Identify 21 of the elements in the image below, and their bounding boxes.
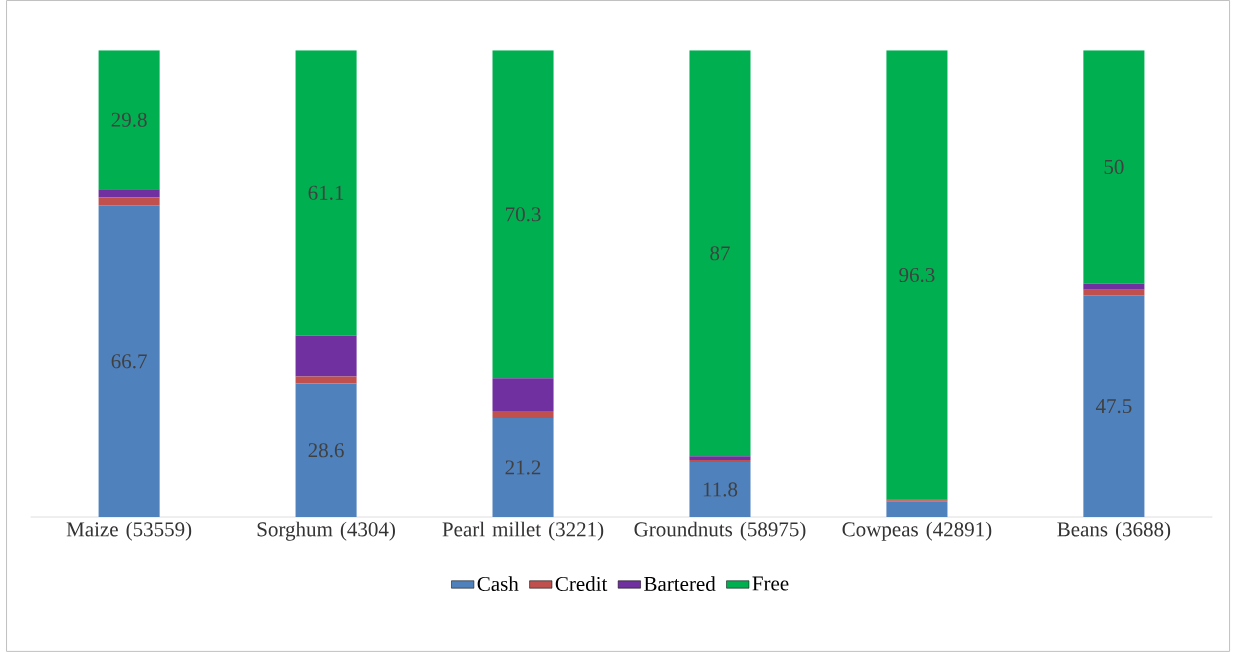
data-label: 29.8 <box>111 112 147 127</box>
data-label: 21.2 <box>505 460 541 475</box>
legend-label: Free <box>752 576 789 591</box>
data-label: 70.3 <box>506 207 541 222</box>
data-label: 28.6 <box>308 443 344 458</box>
x-tick-label: Sorghum (4304) <box>257 521 395 541</box>
data-label: 61.1 <box>308 185 344 200</box>
x-tick-label: Maize (53559) <box>66 521 192 541</box>
data-label: 11.8 <box>703 482 738 497</box>
x-tick-label: Cowpeas (42891) <box>842 521 992 541</box>
legend-label: Credit <box>555 576 608 592</box>
x-tick-label: Beans (3688) <box>1057 521 1171 541</box>
data-label: 47.5 <box>1095 399 1132 414</box>
data-label: 66.7 <box>111 354 147 369</box>
legend-label: Bartered <box>644 576 716 592</box>
legend-label: Cash <box>477 576 519 592</box>
data-label: 87 <box>710 246 730 261</box>
x-tick-label: Groundnuts (58975) <box>634 521 806 541</box>
x-tick-label: Pearl millet (3221) <box>442 521 604 541</box>
data-label: 96.3 <box>899 267 935 283</box>
data-label: 50 <box>1104 159 1124 175</box>
